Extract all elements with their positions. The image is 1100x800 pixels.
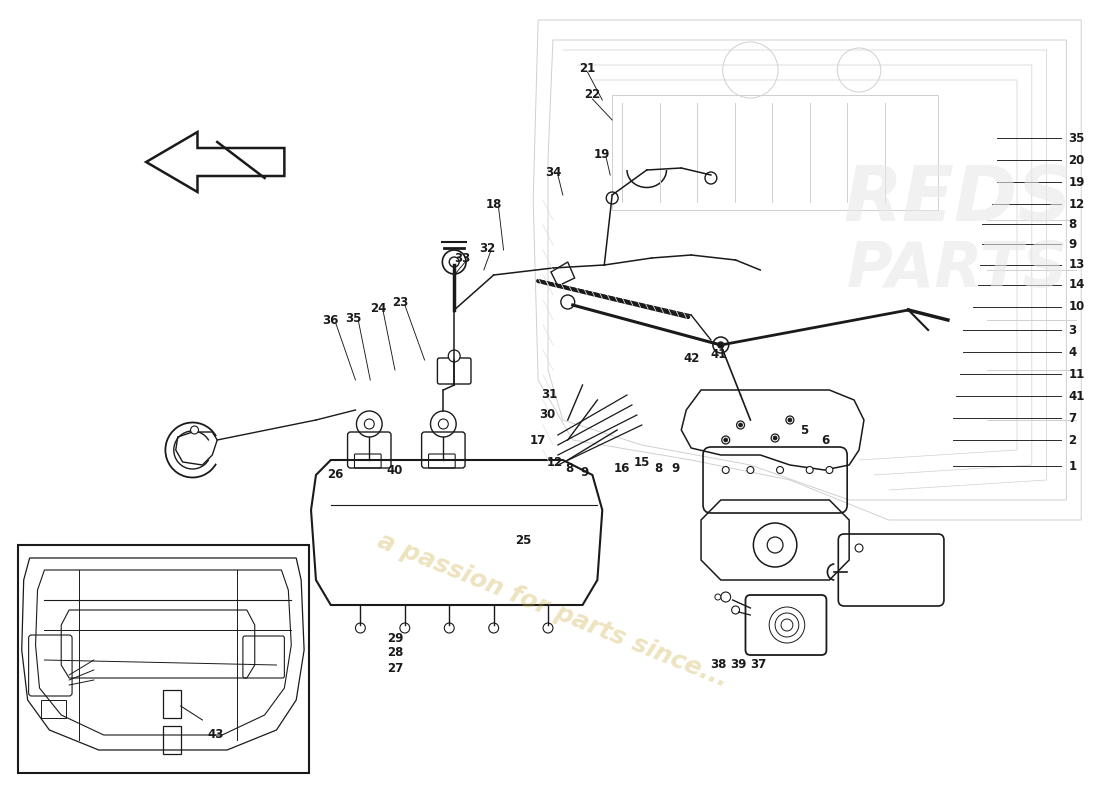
Circle shape xyxy=(400,623,410,633)
Circle shape xyxy=(444,623,454,633)
Circle shape xyxy=(449,257,459,267)
Text: 39: 39 xyxy=(730,658,747,671)
Text: 8: 8 xyxy=(1068,218,1077,230)
Text: REDS: REDS xyxy=(843,163,1072,237)
Text: 43: 43 xyxy=(207,727,223,741)
Circle shape xyxy=(720,592,730,602)
Circle shape xyxy=(738,423,742,427)
Circle shape xyxy=(715,594,720,600)
Circle shape xyxy=(777,466,783,474)
Text: 17: 17 xyxy=(530,434,547,446)
Text: 9: 9 xyxy=(671,462,680,474)
Text: 29: 29 xyxy=(387,631,403,645)
Text: 19: 19 xyxy=(594,149,610,162)
Text: 7: 7 xyxy=(1068,411,1077,425)
Text: 3: 3 xyxy=(1068,323,1077,337)
Bar xyxy=(163,690,180,718)
Text: 9: 9 xyxy=(581,466,589,478)
Text: 11: 11 xyxy=(1068,367,1085,381)
Circle shape xyxy=(771,434,779,442)
Bar xyxy=(613,95,938,210)
Text: 27: 27 xyxy=(387,662,403,674)
Text: 19: 19 xyxy=(1068,175,1085,189)
Text: 36: 36 xyxy=(322,314,339,326)
Circle shape xyxy=(855,544,864,552)
Circle shape xyxy=(713,337,728,353)
Text: 41: 41 xyxy=(1068,390,1085,402)
Text: 42: 42 xyxy=(683,351,700,365)
Text: 2: 2 xyxy=(1068,434,1077,446)
Text: 30: 30 xyxy=(539,409,556,422)
Text: 9: 9 xyxy=(1068,238,1077,250)
Text: 33: 33 xyxy=(454,251,470,265)
Text: 34: 34 xyxy=(544,166,561,178)
Text: 37: 37 xyxy=(750,658,767,671)
Text: 8: 8 xyxy=(654,462,662,474)
Text: 15: 15 xyxy=(634,455,650,469)
Text: 18: 18 xyxy=(485,198,502,211)
Text: 20: 20 xyxy=(1068,154,1085,166)
Circle shape xyxy=(724,438,728,442)
Circle shape xyxy=(488,623,498,633)
Circle shape xyxy=(806,466,813,474)
Text: 35: 35 xyxy=(345,311,362,325)
Text: 26: 26 xyxy=(328,469,344,482)
Circle shape xyxy=(705,172,717,184)
Text: 28: 28 xyxy=(387,646,403,659)
Text: 13: 13 xyxy=(1068,258,1085,271)
Circle shape xyxy=(723,466,729,474)
Text: 21: 21 xyxy=(580,62,595,74)
Circle shape xyxy=(449,350,460,362)
Circle shape xyxy=(543,623,553,633)
Circle shape xyxy=(355,623,365,633)
Circle shape xyxy=(773,436,777,440)
Bar xyxy=(163,726,180,754)
Bar xyxy=(42,700,66,718)
Text: 10: 10 xyxy=(1068,301,1085,314)
Text: 35: 35 xyxy=(1068,131,1085,145)
Circle shape xyxy=(606,192,618,204)
Circle shape xyxy=(718,342,724,348)
Text: 31: 31 xyxy=(541,389,557,402)
Text: 4: 4 xyxy=(1068,346,1077,358)
Text: 1: 1 xyxy=(1068,459,1077,473)
Text: 14: 14 xyxy=(1068,278,1085,291)
Text: 38: 38 xyxy=(711,658,727,671)
Circle shape xyxy=(439,419,449,429)
Circle shape xyxy=(561,295,574,309)
Circle shape xyxy=(788,418,792,422)
Text: 41: 41 xyxy=(711,349,727,362)
Text: 24: 24 xyxy=(370,302,386,314)
Text: 25: 25 xyxy=(515,534,531,546)
Text: 8: 8 xyxy=(565,462,574,474)
Text: 5: 5 xyxy=(800,423,807,437)
Text: PARTS: PARTS xyxy=(847,240,1068,300)
Text: 40: 40 xyxy=(387,463,403,477)
Text: 22: 22 xyxy=(584,89,601,102)
Text: 32: 32 xyxy=(480,242,496,254)
Circle shape xyxy=(747,466,754,474)
Circle shape xyxy=(737,421,745,429)
Text: 23: 23 xyxy=(392,295,408,309)
Text: 6: 6 xyxy=(822,434,829,446)
Circle shape xyxy=(364,419,374,429)
Bar xyxy=(18,545,309,773)
Circle shape xyxy=(786,416,794,424)
Circle shape xyxy=(732,606,739,614)
Text: 16: 16 xyxy=(614,462,630,474)
Text: 12: 12 xyxy=(547,455,563,469)
Circle shape xyxy=(826,466,833,474)
Circle shape xyxy=(190,426,198,434)
Circle shape xyxy=(722,436,729,444)
Text: 12: 12 xyxy=(1068,198,1085,210)
Text: a passion for parts since...: a passion for parts since... xyxy=(374,529,732,691)
